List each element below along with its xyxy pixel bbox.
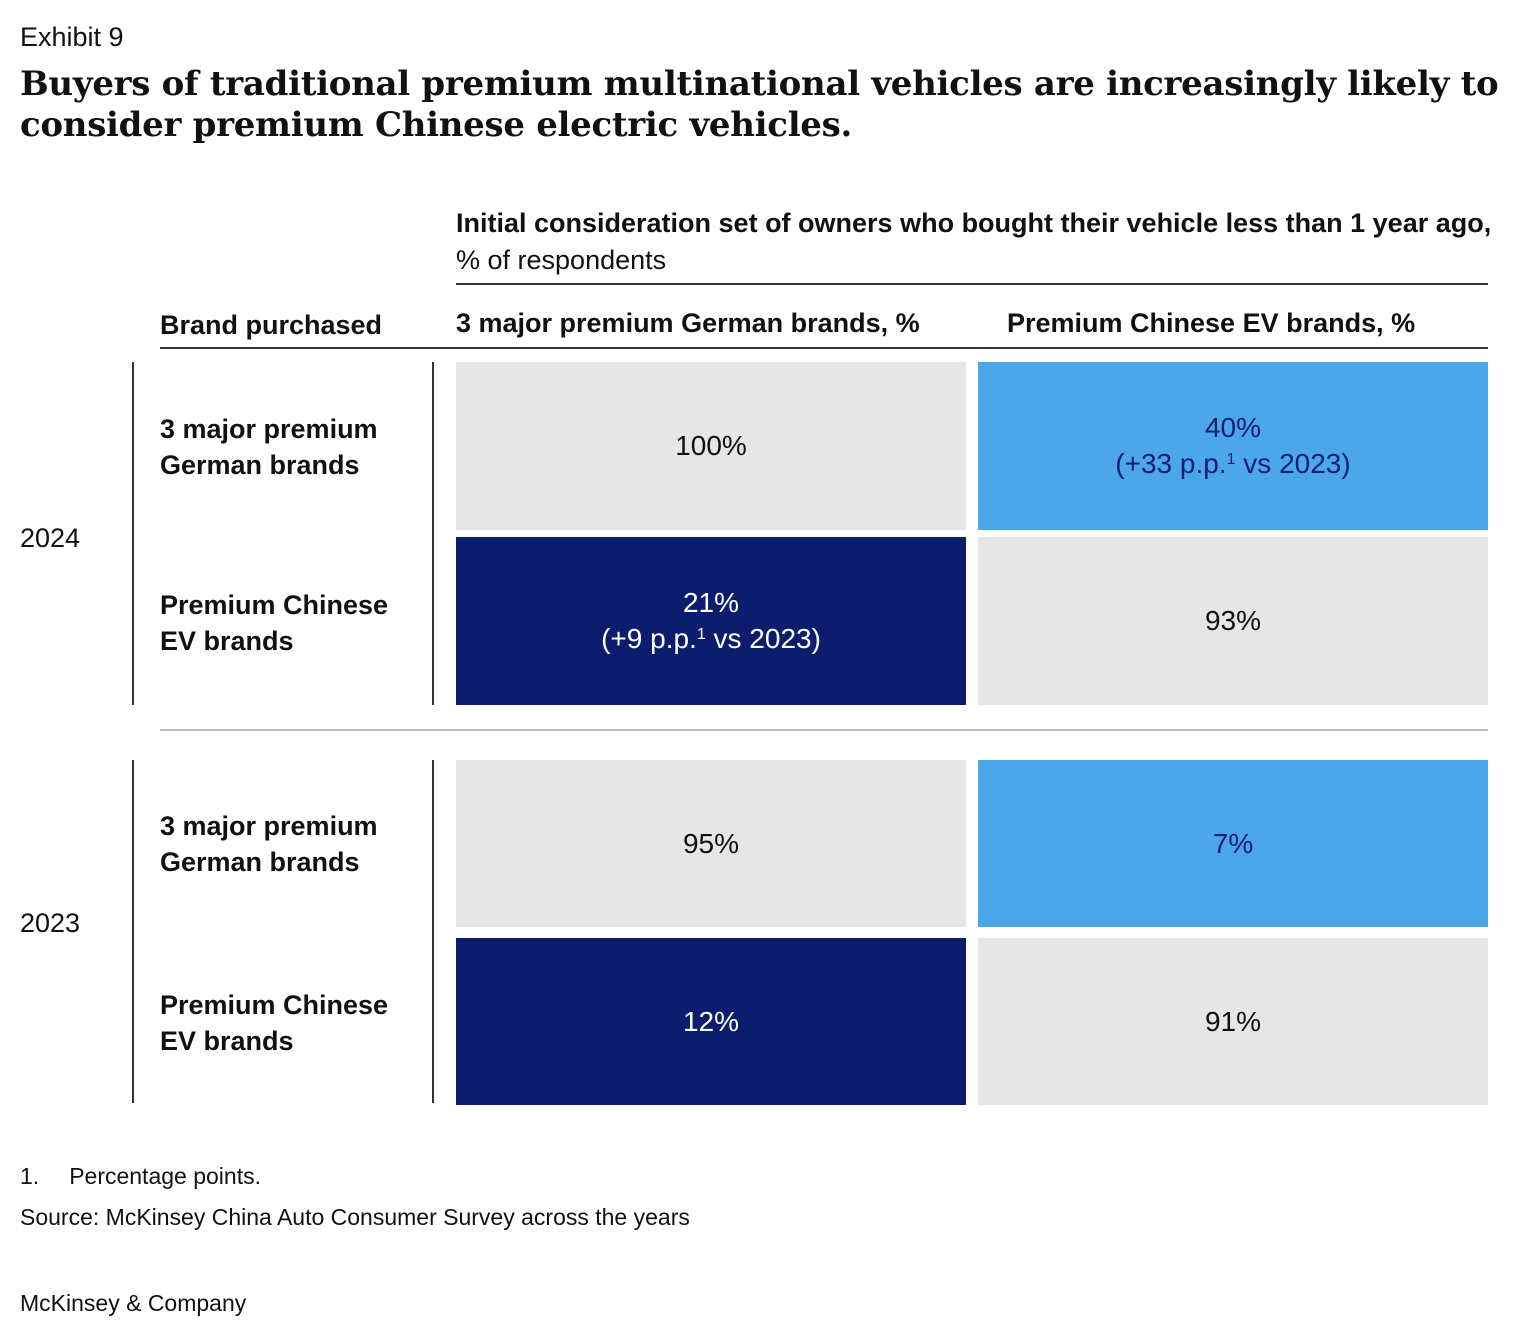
- cell-value: 40%: [1204, 412, 1262, 443]
- group-bracket-2023: [132, 760, 134, 1103]
- table-cell: 100%: [456, 362, 966, 530]
- cell-value: 12%: [682, 1005, 740, 1037]
- cell-value: 100%: [675, 430, 747, 461]
- cell-value: 95%: [682, 827, 740, 859]
- table-cell: 40% (+33 p.p.1 vs 2023): [978, 362, 1488, 530]
- row-label: Premium Chinese EV brands: [160, 990, 389, 1056]
- footnote-text: Percentage points.: [69, 1163, 261, 1189]
- table-cell: 12%: [456, 938, 966, 1105]
- table-cell: 91%: [978, 938, 1488, 1105]
- chart-title: Buyers of traditional premium multinatio…: [20, 64, 1499, 145]
- cell-value: 93%: [1204, 605, 1262, 636]
- subtitle-bold: Initial consideration set of owners who …: [456, 208, 1492, 238]
- footnote-ref: 1: [696, 626, 706, 643]
- source-note: Source: McKinsey China Auto Consumer Sur…: [20, 1204, 690, 1230]
- column-header-german: 3 major premium German brands, %: [456, 308, 920, 338]
- label-divider-2023: [432, 760, 434, 1103]
- column-header-chinese: Premium Chinese EV brands, %: [1007, 308, 1416, 338]
- year-label-2023: 2023: [20, 908, 81, 938]
- cell-note: (+33 p.p.1 vs 2023): [1115, 448, 1351, 479]
- year-label-2024: 2024: [20, 523, 81, 553]
- header-rule: [160, 347, 1488, 349]
- cell-value: 21%: [682, 587, 740, 618]
- cell-value: 7%: [1212, 827, 1254, 859]
- table-cell: 93%: [978, 537, 1488, 705]
- footnote-marker: 1.: [20, 1163, 40, 1189]
- table-cell: 7%: [978, 760, 1488, 927]
- table-cell: 21% (+9 p.p.1 vs 2023): [456, 537, 966, 705]
- subtitle-rule: [456, 283, 1488, 285]
- table-cell: 95%: [456, 760, 966, 927]
- exhibit-label: Exhibit 9: [20, 22, 124, 52]
- row-label: 3 major premium German brands: [160, 414, 378, 480]
- row-header: Brand purchased: [160, 310, 383, 340]
- row-label: 3 major premium German brands: [160, 811, 378, 877]
- label-divider-2024: [432, 362, 434, 705]
- cell-note: (+9 p.p.1 vs 2023): [601, 623, 821, 654]
- cell-value: 91%: [1204, 1005, 1262, 1037]
- brand-footer: McKinsey & Company: [20, 1290, 247, 1316]
- footnote: 1. Percentage points.: [20, 1163, 261, 1190]
- footnote-ref: 1: [1226, 451, 1236, 468]
- row-label: Premium Chinese EV brands: [160, 590, 389, 656]
- group-bracket-2024: [132, 362, 134, 705]
- subtitle-unit: % of respondents: [456, 245, 667, 275]
- table-subtitle: Initial consideration set of owners who …: [456, 205, 1496, 279]
- group-divider: [160, 729, 1488, 731]
